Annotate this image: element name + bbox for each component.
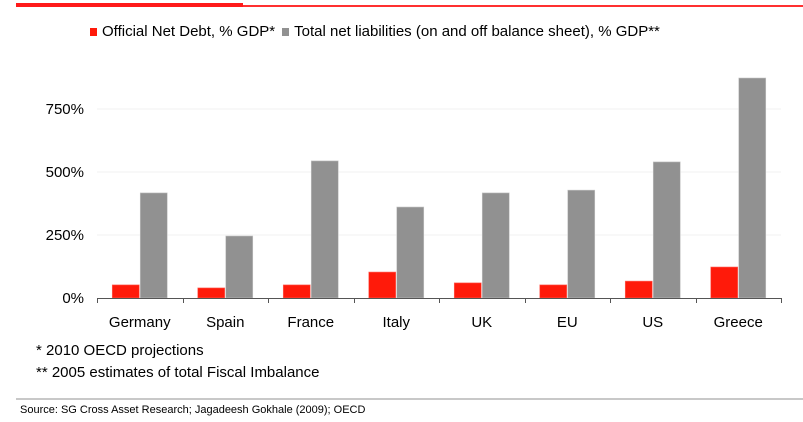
x-tick-label: UK — [471, 314, 492, 331]
source-text: Source: SG Cross Asset Research; Jagadee… — [20, 404, 366, 416]
bar-chart: 0% 250% 500% 750% Germany Spain France Italy UK… — [46, 77, 782, 331]
x-tick-label: Greece — [714, 314, 763, 331]
footnote-1: * 2010 OECD projections — [36, 342, 204, 359]
legend-swatch-total-liabilities — [282, 27, 290, 36]
bar-total-liabilities — [652, 161, 681, 299]
bar-net-debt — [197, 287, 226, 299]
legend-label-total-liabilities: Total net liabilities (on and off balanc… — [294, 23, 660, 40]
x-tick-label: Germany — [109, 314, 171, 331]
x-tick-label: Italy — [382, 314, 410, 331]
legend-swatch-net-debt — [90, 27, 97, 36]
bar-total-liabilities — [567, 189, 596, 299]
y-tick-label: 500% — [46, 164, 84, 181]
legend-item-total-liabilities: Total net liabilities (on and off balanc… — [282, 23, 660, 40]
bar-total-liabilities — [396, 206, 425, 299]
bar-net-debt — [539, 284, 568, 299]
x-axis — [97, 298, 782, 303]
bar-total-liabilities — [139, 192, 168, 299]
header-rule-thin — [243, 5, 803, 7]
x-tick-label: EU — [557, 314, 578, 331]
legend-label-net-debt: Official Net Debt, % GDP* — [102, 23, 276, 40]
footnotes: * 2010 OECD projections ** 2005 estimate… — [36, 340, 319, 384]
x-tick-label: France — [287, 314, 334, 331]
y-tick-label: 750% — [46, 101, 84, 118]
footnote-2: ** 2005 estimates of total Fiscal Imbala… — [36, 364, 320, 381]
bar-total-liabilities — [310, 160, 339, 299]
x-tick-label: US — [642, 314, 663, 331]
y-axis-ticks: 0% 250% 500% 750% — [46, 101, 84, 307]
bars — [111, 77, 767, 299]
header-rule-thick — [16, 3, 243, 7]
y-tick-label: 0% — [62, 290, 84, 307]
bar-net-debt — [111, 284, 140, 299]
bar-net-debt — [453, 282, 482, 299]
x-axis-labels: Germany Spain France Italy UK EU US Greece — [109, 314, 763, 331]
bar-total-liabilities — [225, 235, 254, 299]
legend-item-net-debt: Official Net Debt, % GDP* — [90, 23, 275, 40]
bar-net-debt — [710, 266, 739, 299]
source-divider — [16, 398, 803, 400]
bar-net-debt — [282, 284, 311, 299]
bar-total-liabilities — [738, 77, 767, 299]
chart-legend: Official Net Debt, % GDP* Total net liab… — [90, 23, 667, 40]
bar-net-debt — [368, 271, 397, 299]
bar-net-debt — [624, 280, 653, 299]
bar-total-liabilities — [481, 192, 510, 299]
x-tick-label: Spain — [206, 314, 244, 331]
y-tick-label: 250% — [46, 227, 84, 244]
